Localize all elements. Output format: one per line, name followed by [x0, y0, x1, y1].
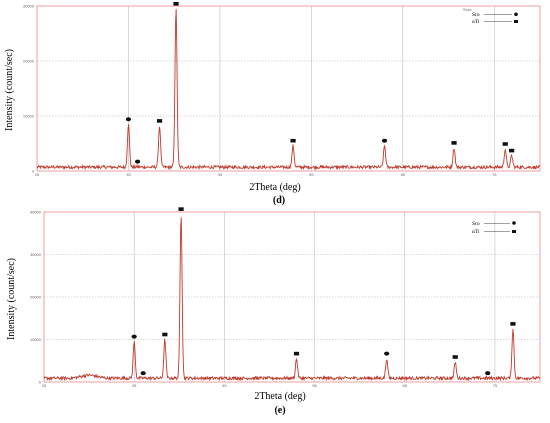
peak-marker-sro	[384, 351, 390, 356]
y-tick-label: 0	[39, 380, 42, 385]
peak-marker-alpha-ti	[452, 355, 458, 359]
panel-label-e: (e)	[274, 405, 285, 416]
y-tick-label: 10000	[23, 114, 35, 119]
plot-area	[36, 5, 541, 172]
axis-ticks: 25 35 45 55 65 75 0 10000 20000 30000	[23, 4, 497, 178]
peak-markers	[131, 207, 516, 376]
legend-marker-square	[512, 230, 516, 233]
x-axis-label: 2Theta (deg)	[249, 182, 300, 193]
peak-marker-sro	[381, 138, 388, 143]
x-tick-label: 35	[132, 383, 137, 388]
y-tick-label: 20000	[23, 59, 35, 64]
x-tick-label: 75	[492, 172, 497, 177]
legend-label-sro: Sro	[472, 12, 480, 18]
peak-marker-alpha-ti	[502, 142, 508, 146]
xrd-trace	[43, 217, 541, 382]
legend-marker-circle	[514, 12, 518, 17]
peak-marker-sro	[135, 159, 141, 164]
x-tick-label: 65	[403, 383, 408, 388]
x-tick-label: 25	[35, 172, 40, 177]
legend-label-alpha-ti: αTi	[472, 229, 480, 235]
y-tick-label: 0	[32, 169, 35, 174]
legend: Sro αTi	[472, 12, 518, 25]
peak-marker-sro	[125, 117, 132, 122]
peak-marker-sro	[131, 334, 137, 339]
y-tick-label: 30000	[30, 252, 42, 257]
x-axis-label: 2Theta (deg)	[254, 391, 305, 402]
peak-marker-alpha-ti	[293, 351, 300, 356]
corner-text: Sxxx	[463, 7, 472, 12]
legend-label-sro: Sro	[472, 221, 480, 227]
peak-marker-alpha-ti	[451, 141, 457, 145]
legend-label-alpha-ti: αTi	[472, 19, 480, 25]
legend: Sro αTi	[472, 221, 516, 235]
peak-marker-sro	[485, 371, 491, 376]
peak-marker-alpha-ti	[509, 148, 515, 153]
peak-marker-alpha-ti	[162, 332, 168, 337]
y-tick-label: 30000	[23, 4, 35, 9]
y-tick-label: 40000	[30, 210, 42, 215]
peak-marker-alpha-ti	[178, 207, 184, 211]
x-tick-label: 45	[222, 383, 227, 388]
x-tick-label: 55	[309, 172, 314, 177]
y-axis-label: Intensity (count/sec)	[4, 49, 15, 131]
axis-ticks: 25 35 45 55 65 75 0 10000 20000 30000 40000	[30, 210, 498, 389]
x-tick-label: 25	[42, 383, 47, 388]
peak-marker-alpha-ti	[510, 322, 516, 326]
x-tick-label: 35	[126, 172, 131, 177]
y-axis-label: Intensity (count/sec)	[6, 258, 17, 340]
xrd-panel-d: 25 35 45 55 65 75 0 10000 20000 30000 Sxxx Sro αT…	[4, 1, 541, 206]
y-tick-label: 20000	[30, 295, 42, 300]
x-tick-label: 55	[312, 383, 317, 388]
y-tick-label: 10000	[30, 337, 42, 342]
x-tick-label: 75	[493, 383, 498, 388]
legend-marker-square	[514, 20, 518, 23]
x-tick-label: 65	[401, 172, 406, 177]
peak-marker-alpha-ti	[156, 119, 163, 123]
panel-label-d: (d)	[273, 195, 285, 206]
x-tick-label: 45	[218, 172, 223, 177]
peak-marker-sro	[140, 371, 146, 376]
peak-marker-alpha-ti	[173, 1, 179, 6]
xrd-panel-e: 25 35 45 55 65 75 0 10000 20000 30000 40000 Sro αT…	[6, 207, 541, 416]
peak-marker-alpha-ti	[290, 138, 296, 143]
grid	[44, 212, 540, 382]
peak-markers	[125, 1, 515, 164]
grid	[37, 6, 540, 171]
legend-marker-circle	[512, 221, 516, 225]
xrd-trace	[36, 9, 541, 171]
plot-area	[43, 211, 541, 383]
